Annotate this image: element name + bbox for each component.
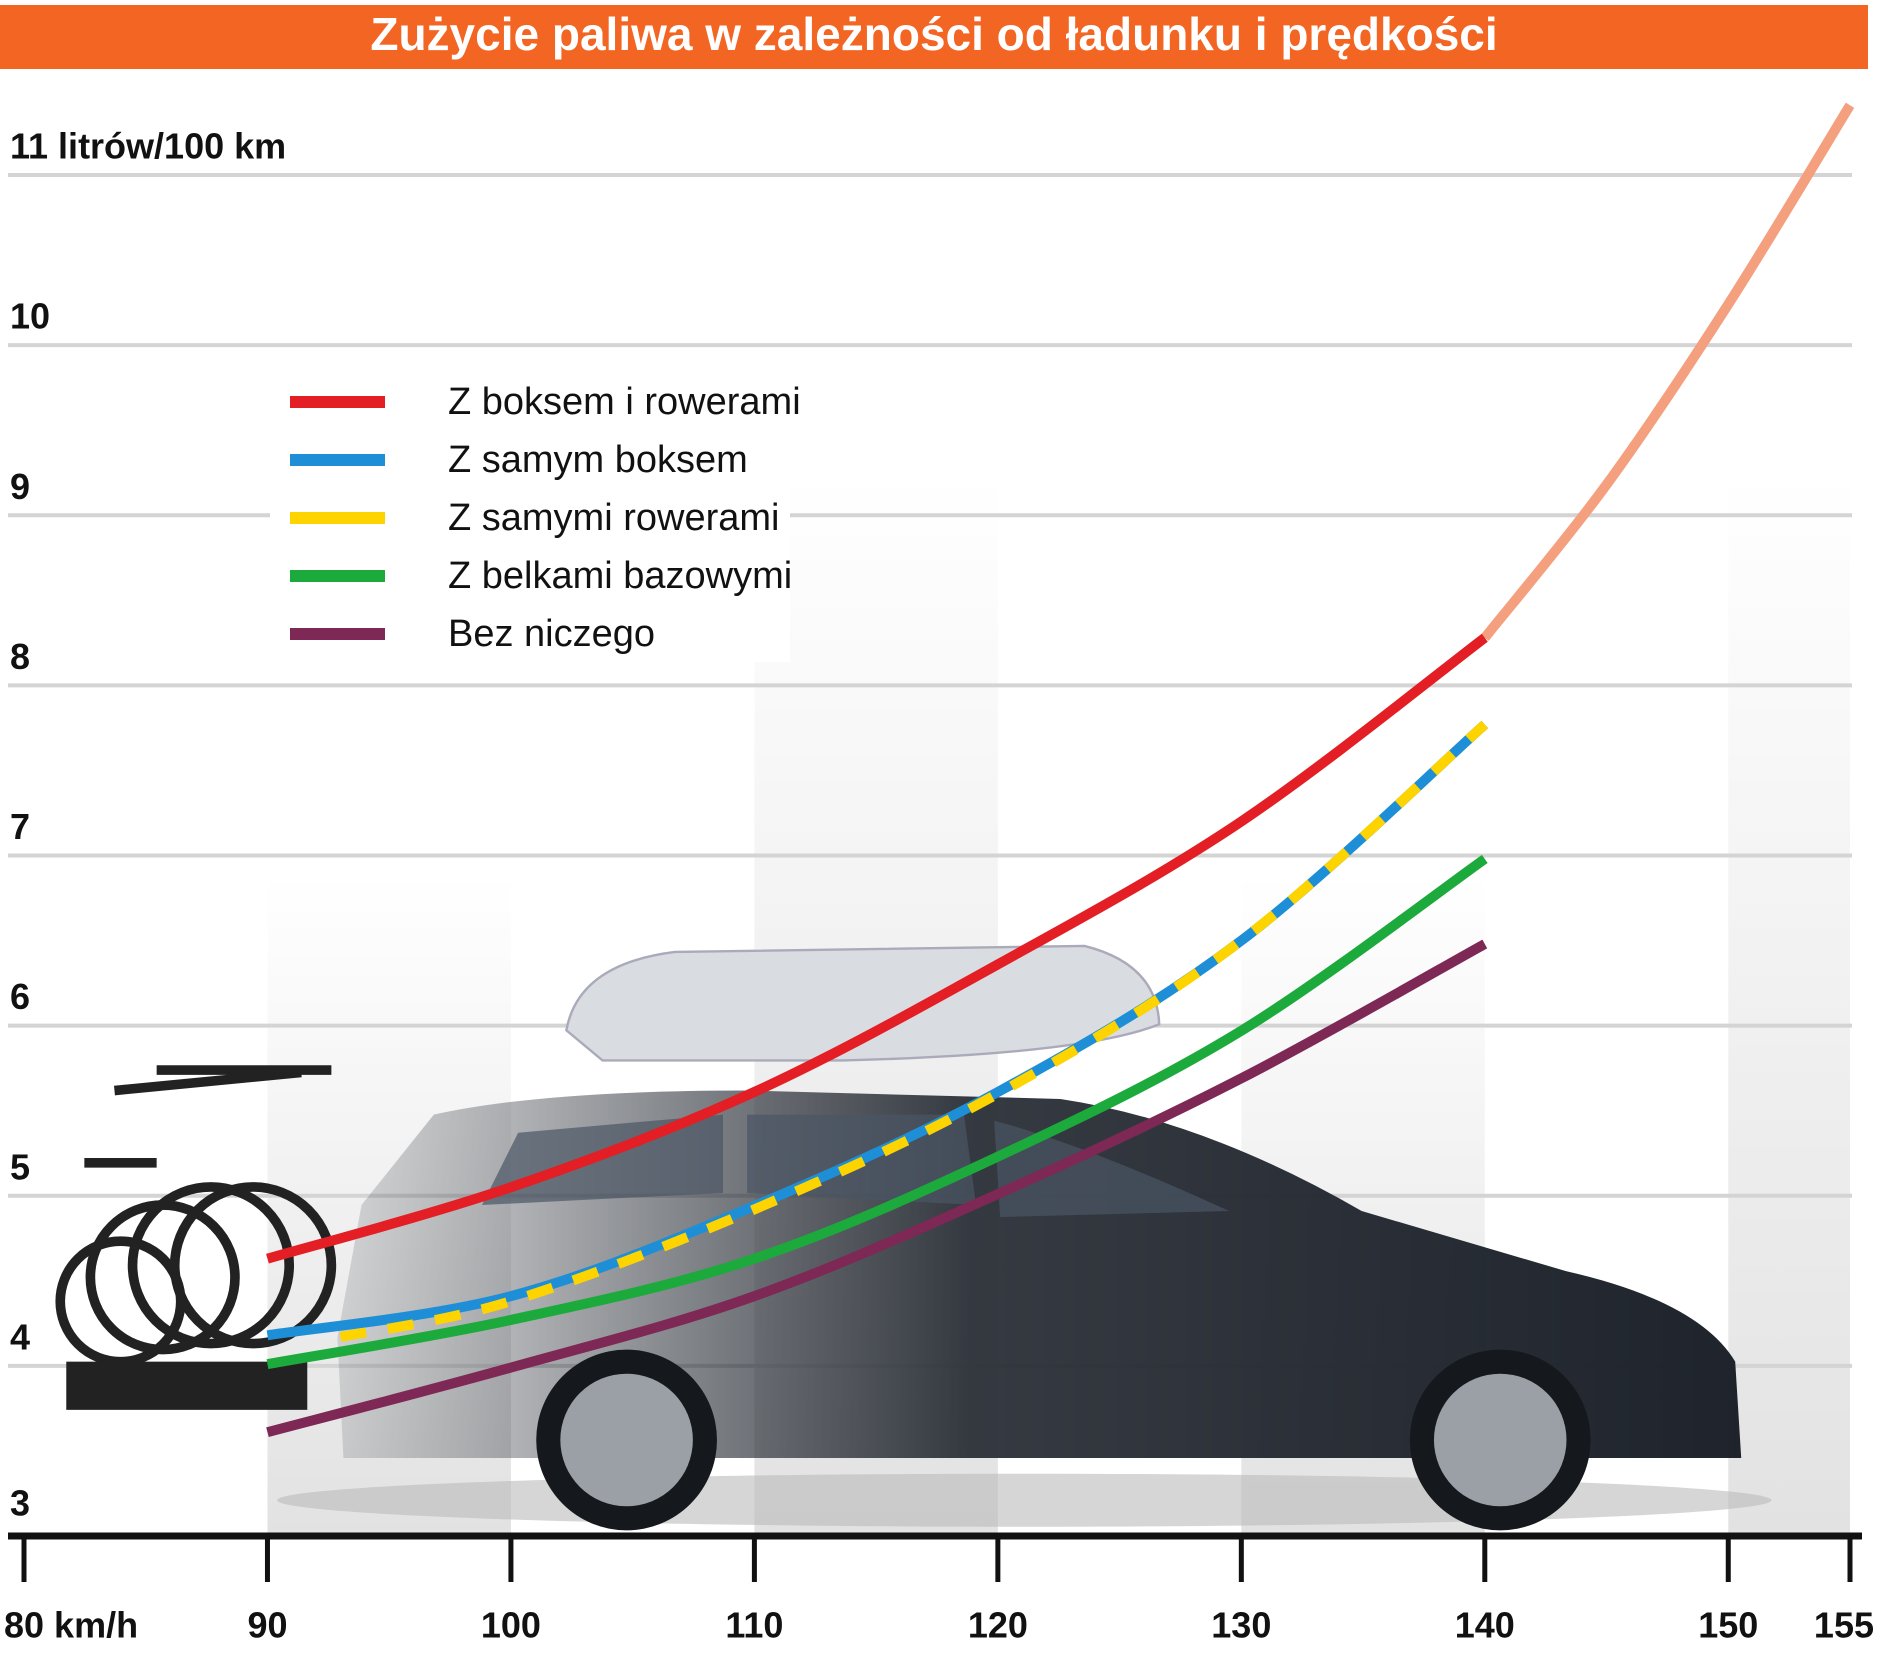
series-line xyxy=(266,939,1488,1438)
x-tick-label: 90 xyxy=(247,1605,287,1646)
chart-title: Zużycie paliwa w zależności od ładunku i… xyxy=(370,8,1497,60)
y-tick-label: 3 xyxy=(10,1483,30,1524)
x-tick-label: 150 xyxy=(1698,1605,1758,1646)
series-line xyxy=(266,854,1488,1370)
y-tick-label: 7 xyxy=(10,806,30,847)
legend: Z boksem i rowerami Z samym boksem Z samym… xyxy=(290,381,801,655)
x-tick-label: 140 xyxy=(1455,1605,1515,1646)
series-line xyxy=(266,633,1488,1264)
x-tick-label: 100 xyxy=(481,1605,541,1646)
title-bar xyxy=(0,5,1868,69)
x-tick-label: 80 km/h xyxy=(4,1605,138,1646)
legend-label: Z samym boksem xyxy=(448,439,748,481)
background-band xyxy=(1728,475,1850,1536)
series-line xyxy=(339,720,1489,1342)
y-tick-label: 5 xyxy=(10,1146,30,1187)
axes: 3 4 5 6 7 8 9 10 11 litrów/100 km 80 km/h 90 100 110… xyxy=(4,126,1874,1646)
x-tick-label: 155 xyxy=(1814,1605,1874,1646)
y-tick-label: 11 litrów/100 km xyxy=(10,126,286,167)
series-line xyxy=(1480,102,1855,641)
y-tick-label: 6 xyxy=(10,976,30,1017)
y-tick-label: 9 xyxy=(10,466,30,507)
legend-label: Z samymi rowerami xyxy=(448,497,779,539)
car-illustration xyxy=(55,944,1772,1531)
x-tick-label: 110 xyxy=(725,1605,783,1646)
legend-label: Z boksem i rowerami xyxy=(448,381,801,423)
y-tick-label: 8 xyxy=(10,636,30,677)
x-tick-label: 120 xyxy=(968,1605,1028,1646)
y-tick-label: 4 xyxy=(10,1316,30,1357)
y-tick-label: 10 xyxy=(10,296,50,337)
plot-lines xyxy=(266,102,1855,1438)
x-tick-label: 130 xyxy=(1211,1605,1271,1646)
legend-label: Bez niczego xyxy=(448,613,655,655)
legend-label: Z belkami bazowymi xyxy=(448,555,792,597)
